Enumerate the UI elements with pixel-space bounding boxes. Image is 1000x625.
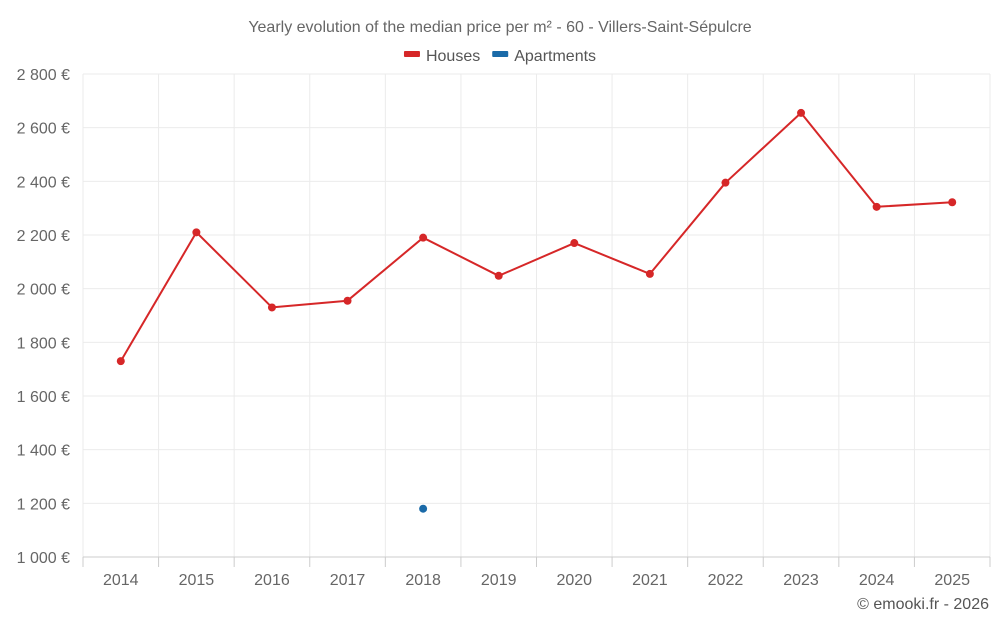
series-line[interactable] [119, 111, 953, 362]
x-tick-label: 2016 [254, 572, 290, 589]
data-point[interactable] [116, 357, 125, 366]
x-tick-label: 2024 [859, 572, 895, 589]
series-layer [116, 108, 957, 513]
legend-item-houses[interactable]: Houses [403, 48, 480, 65]
data-point[interactable] [419, 233, 428, 242]
x-tick-label: 2025 [934, 572, 970, 589]
data-point[interactable] [797, 108, 806, 117]
data-point[interactable] [721, 178, 730, 187]
data-point[interactable] [267, 303, 276, 312]
y-tick-label: 1 600 € [17, 389, 70, 406]
legend-item-apartments[interactable]: Apartments [492, 48, 596, 65]
y-tick-label: 2 800 € [17, 67, 70, 84]
y-tick-label: 2 200 € [17, 228, 70, 245]
x-tick-label: 2023 [783, 572, 819, 589]
data-point[interactable] [343, 296, 352, 305]
y-axis-ticks: 1 000 € 1 200 € 1 400 € 1 600 € 1 800 € 2 000… [17, 67, 70, 567]
legend[interactable]: Houses Apartments [403, 48, 596, 65]
series-houses[interactable] [116, 108, 957, 366]
y-tick-label: 1 800 € [17, 335, 70, 352]
x-tick-label: 2018 [405, 572, 441, 589]
data-point[interactable] [948, 198, 957, 207]
grid-lines [82, 73, 991, 567]
legend-swatch [492, 51, 509, 57]
x-tick-label: 2021 [632, 572, 668, 589]
legend-swatch [403, 51, 420, 57]
credit-text[interactable]: © emooki.fr - 2026 [857, 596, 989, 613]
legend-label: Houses [426, 48, 480, 65]
y-tick-label: 1 400 € [17, 443, 70, 460]
x-tick-label: 2019 [481, 572, 517, 589]
data-point[interactable] [645, 269, 654, 278]
x-axis-ticks: 2014 2015 2016 2017 2018 2019 2020 2021 2022 2023… [103, 572, 970, 589]
x-tick-label: 2015 [179, 572, 215, 589]
data-point[interactable] [570, 239, 579, 248]
x-tick-label: 2020 [556, 572, 592, 589]
data-point[interactable] [419, 504, 428, 513]
series-apartments[interactable] [419, 504, 428, 513]
data-point[interactable] [192, 228, 201, 237]
y-tick-label: 2 600 € [17, 121, 70, 138]
chart-title: Yearly evolution of the median price per… [248, 19, 751, 36]
x-tick-label: 2022 [708, 572, 744, 589]
y-tick-label: 1 000 € [17, 550, 70, 567]
data-point[interactable] [872, 202, 881, 211]
y-tick-label: 1 200 € [17, 496, 70, 513]
x-tick-label: 2017 [330, 572, 366, 589]
legend-label: Apartments [514, 48, 596, 65]
y-tick-label: 2 400 € [17, 174, 70, 191]
x-tick-label: 2014 [103, 572, 139, 589]
data-point[interactable] [494, 271, 503, 280]
y-tick-label: 2 000 € [17, 282, 70, 299]
